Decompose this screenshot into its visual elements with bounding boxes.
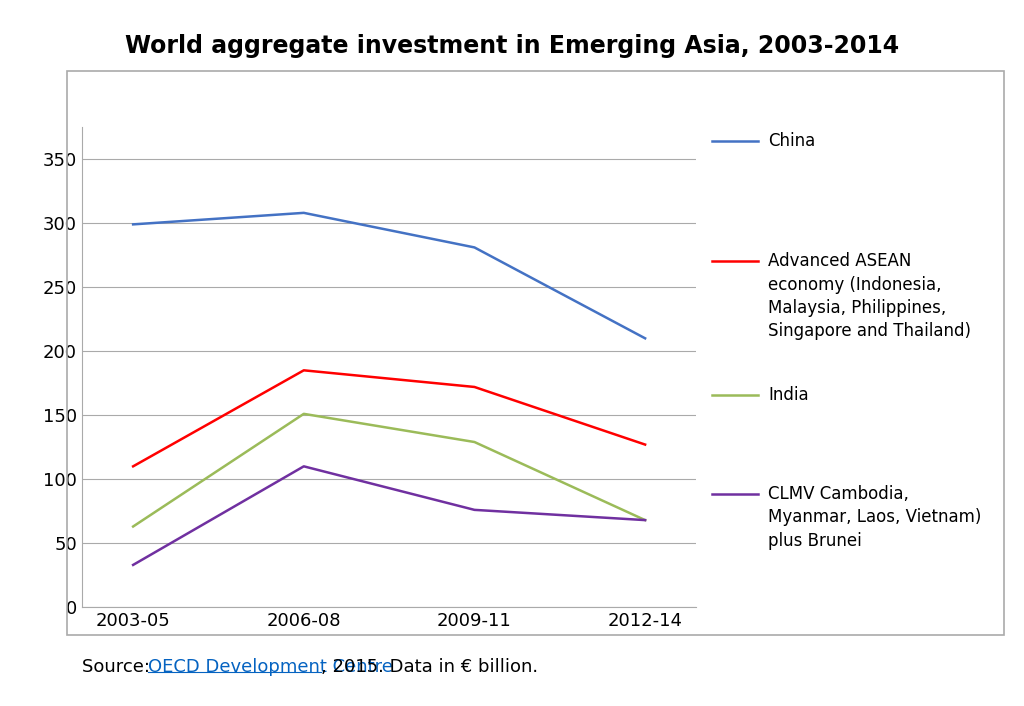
Text: economy (Indonesia,: economy (Indonesia, <box>768 275 941 294</box>
Text: Malaysia, Philippines,: Malaysia, Philippines, <box>768 299 946 317</box>
Text: Source:: Source: <box>82 658 156 676</box>
Text: China: China <box>768 132 815 150</box>
Text: plus Brunei: plus Brunei <box>768 532 862 550</box>
Text: Advanced ASEAN: Advanced ASEAN <box>768 252 911 270</box>
Text: Singapore and Thailand): Singapore and Thailand) <box>768 322 971 340</box>
Text: India: India <box>768 386 809 405</box>
Text: , 2015. Data in € billion.: , 2015. Data in € billion. <box>321 658 538 676</box>
Text: OECD Development Centre: OECD Development Centre <box>148 658 393 676</box>
Text: World aggregate investment in Emerging Asia, 2003-2014: World aggregate investment in Emerging A… <box>125 34 899 58</box>
Text: CLMV Cambodia,: CLMV Cambodia, <box>768 485 909 503</box>
Text: Myanmar, Laos, Vietnam): Myanmar, Laos, Vietnam) <box>768 508 981 527</box>
